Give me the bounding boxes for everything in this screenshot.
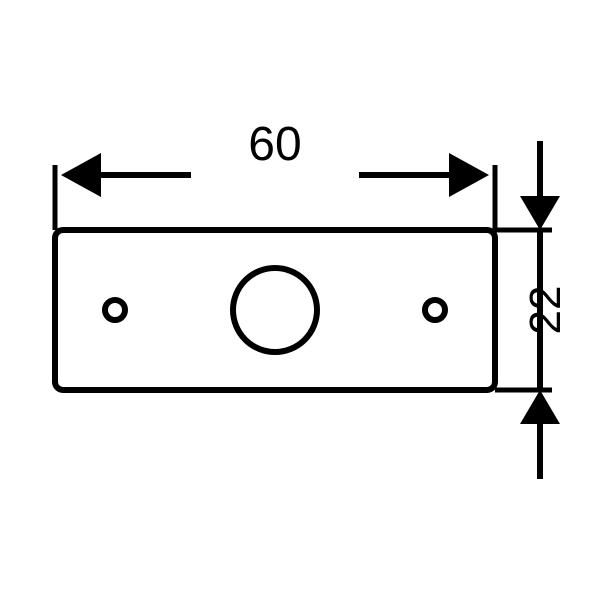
canvas-bg bbox=[0, 0, 600, 600]
width-dimension-label: 60 bbox=[248, 118, 301, 171]
height-dimension-label: 22 bbox=[521, 286, 570, 335]
